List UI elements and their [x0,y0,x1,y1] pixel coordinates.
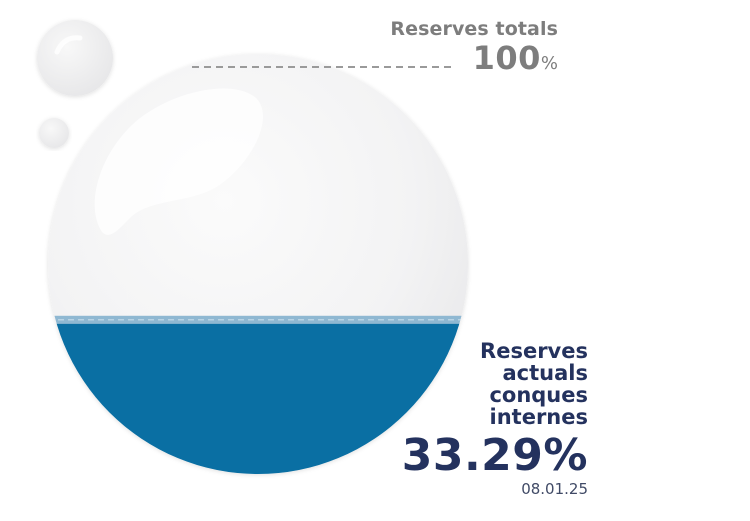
decorative-bubble-large [37,20,113,96]
gauge-highlight [94,88,264,235]
decorative-bubble-small [39,118,69,148]
current-reserves-value: 33.29% [401,430,588,481]
total-reserves-value-wrap: 100% [340,42,558,74]
current-reserves-date: 08.01.25 [521,480,588,498]
current-reserves-block: Reserves actuals conques internes 33.29%… [380,340,588,497]
current-reserves-label: Reserves actuals conques internes [480,339,588,429]
total-reserves-unit: % [540,53,558,74]
total-reserves-label: Reserves totals [390,18,558,40]
total-reserves-value: 100 [472,39,541,77]
total-reserves-block: Reserves totals 100% [340,18,558,75]
